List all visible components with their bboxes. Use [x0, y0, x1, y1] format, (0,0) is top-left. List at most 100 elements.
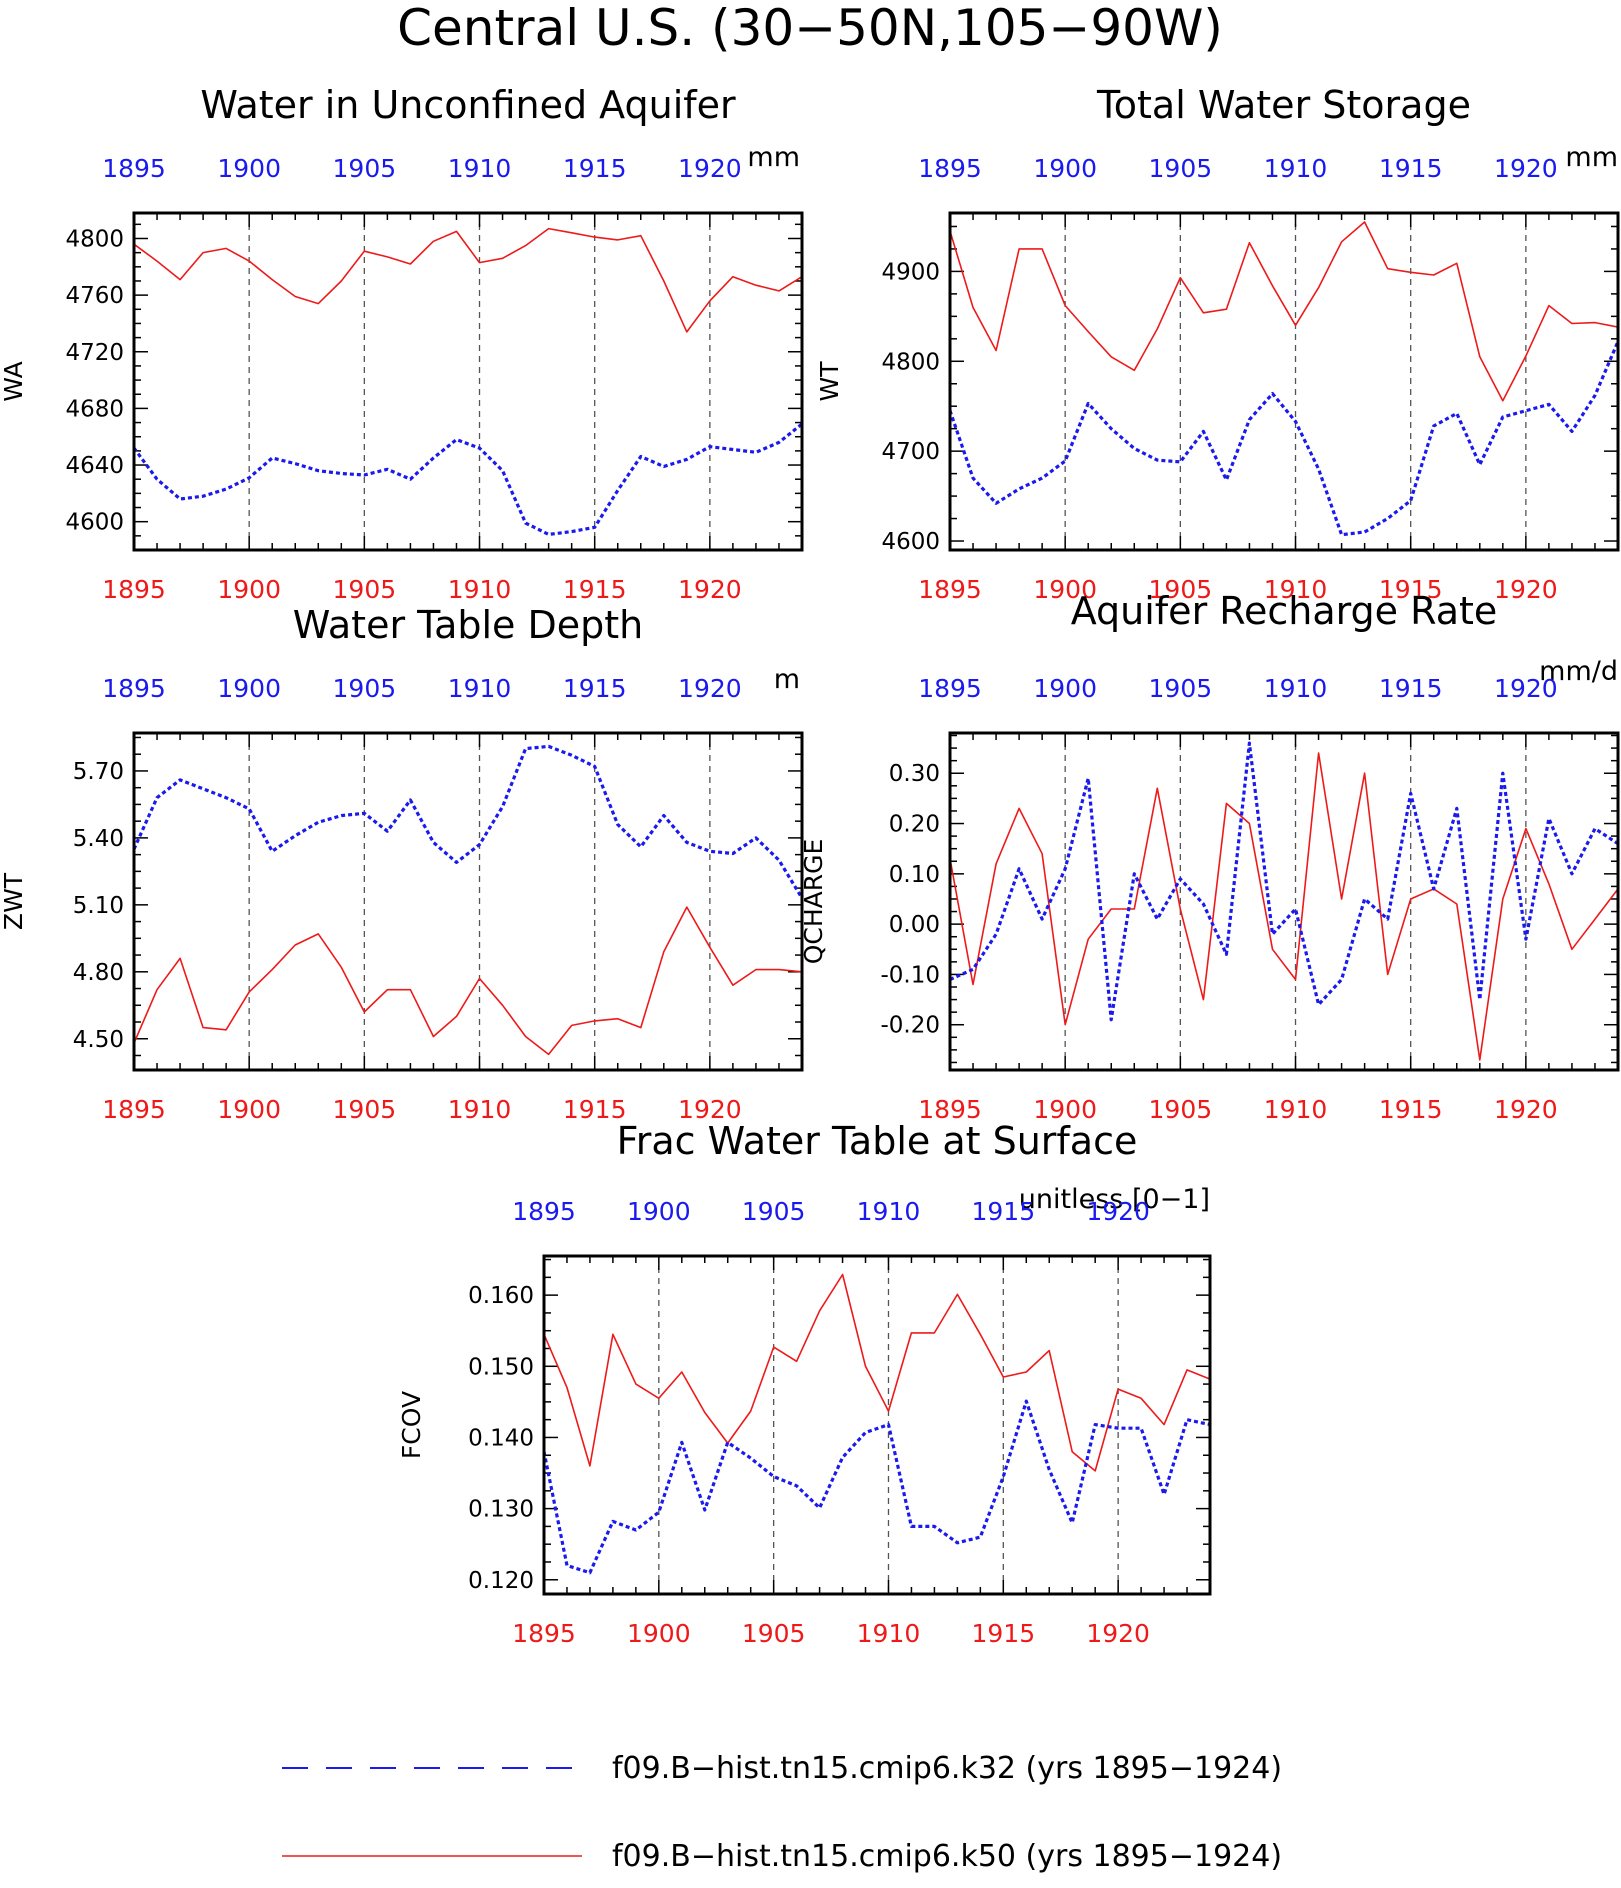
panel-title: Water in Unconfined Aquifer: [200, 83, 736, 127]
y-tick-label: 4640: [65, 453, 124, 479]
y-tick-label: 4700: [881, 439, 940, 465]
y-tick-label: 4800: [65, 226, 124, 252]
x-tick-label-bottom: 1900: [1033, 575, 1097, 604]
panel-title: Water Table Depth: [293, 603, 644, 647]
x-tick-label-top: 1895: [512, 1197, 576, 1226]
x-tick-label-bottom: 1900: [217, 1095, 281, 1124]
panel-1: Water in Unconfined Aquifer mm 1895 1895 190…: [0, 83, 804, 604]
x-tick-label-top: 1910: [448, 674, 512, 703]
y-axis-label: FCOV: [397, 1391, 426, 1459]
x-tick-label-bottom: 1920: [1494, 575, 1558, 604]
x-tick-label-top: 1905: [1149, 674, 1213, 703]
panel-4: Aquifer Recharge Rate mm/d 1895 1895 1900 190…: [799, 589, 1620, 1124]
x-tick-label-top: 1900: [1033, 674, 1097, 703]
x-tick-label-bottom: 1910: [448, 1095, 512, 1124]
x-tick-label-top: 1900: [217, 154, 281, 183]
x-tick-label-bottom: 1920: [678, 1095, 742, 1124]
y-tick-label: -0.20: [880, 1013, 940, 1039]
series-line-k32: [134, 422, 802, 537]
x-tick-label-top: 1900: [627, 1197, 691, 1226]
legend-label: f09.B−hist.tn15.cmip6.k32 (yrs 1895−1924…: [612, 1751, 1282, 1786]
x-tick-label-top: 1910: [1264, 154, 1328, 183]
x-tick-label-top: 1915: [563, 154, 627, 183]
plot-frame: [132, 731, 804, 1072]
y-tick-label: 0.150: [468, 1354, 534, 1380]
x-tick-label-bottom: 1920: [1494, 1095, 1558, 1124]
x-tick-label-bottom: 1910: [857, 1619, 921, 1648]
series-line-k50: [950, 221, 1618, 402]
y-tick-label: 0.00: [889, 912, 940, 938]
x-tick-label-bottom: 1915: [563, 575, 627, 604]
series-line-k50: [134, 227, 802, 333]
x-tick-label-bottom: 1920: [678, 575, 742, 604]
x-tick-label-top: 1920: [678, 154, 742, 183]
x-tick-label-bottom: 1915: [1379, 575, 1443, 604]
y-tick-label: 4680: [65, 396, 124, 422]
series-line-k50: [950, 752, 1618, 1061]
x-tick-label-top: 1895: [102, 154, 166, 183]
x-tick-label-top: 1905: [333, 674, 397, 703]
panel-title: Frac Water Table at Surface: [617, 1119, 1138, 1163]
x-tick-label-bottom: 1900: [627, 1619, 691, 1648]
panel-title: Aquifer Recharge Rate: [1071, 589, 1498, 633]
x-tick-label-top: 1905: [742, 1197, 806, 1226]
legend: f09.B−hist.tn15.cmip6.k32 (yrs 1895−1924…: [282, 1751, 1282, 1874]
y-tick-label: 4600: [65, 510, 124, 536]
x-tick-label-top: 1895: [102, 674, 166, 703]
panel-5: Frac Water Table at Surface unitless [0−1…: [397, 1119, 1212, 1648]
y-tick-label: 0.120: [468, 1568, 534, 1594]
panel-units: unitless [0−1]: [1019, 1184, 1210, 1215]
x-tick-label-bottom: 1900: [1033, 1095, 1097, 1124]
figure-title: Central U.S. (30−50N,105−90W): [397, 0, 1223, 57]
x-tick-label-top: 1905: [333, 154, 397, 183]
x-tick-label-top: 1910: [448, 154, 512, 183]
panel-2: Total Water Storage mm 1895 1895 1900 1900 190…: [815, 83, 1620, 604]
x-tick-label-top: 1915: [1379, 154, 1443, 183]
series-line-k50: [134, 906, 802, 1056]
x-tick-label-top: 1900: [217, 674, 281, 703]
series-line-k32: [544, 1399, 1210, 1575]
y-tick-label: 0.10: [889, 862, 940, 888]
x-tick-label-bottom: 1895: [512, 1619, 576, 1648]
x-tick-label-top: 1895: [918, 674, 982, 703]
y-tick-label: 5.10: [73, 893, 124, 919]
panel-units: m: [774, 664, 800, 695]
x-tick-label-bottom: 1900: [217, 575, 281, 604]
y-tick-label: 4760: [65, 283, 124, 309]
plot-frame: [948, 211, 1620, 552]
x-tick-label-bottom: 1895: [918, 575, 982, 604]
x-tick-label-top: 1920: [1494, 674, 1558, 703]
panel-title: Total Water Storage: [1096, 83, 1471, 127]
x-tick-label-bottom: 1895: [102, 1095, 166, 1124]
x-tick-label-bottom: 1905: [333, 1095, 397, 1124]
x-tick-label-top: 1915: [563, 674, 627, 703]
x-tick-label-top: 1895: [918, 154, 982, 183]
plot-frame: [132, 211, 804, 552]
x-tick-label-top: 1920: [678, 674, 742, 703]
y-tick-label: 4.50: [73, 1027, 124, 1053]
y-tick-label: 5.70: [73, 759, 124, 785]
y-tick-label: 5.40: [73, 826, 124, 852]
y-tick-label: -0.10: [880, 962, 940, 988]
panel-units: mm: [747, 142, 800, 173]
x-tick-label-bottom: 1915: [1379, 1095, 1443, 1124]
y-tick-label: 0.130: [468, 1497, 534, 1523]
x-tick-label-bottom: 1910: [1264, 1095, 1328, 1124]
x-tick-label-bottom: 1895: [918, 1095, 982, 1124]
x-tick-label-bottom: 1905: [1149, 575, 1213, 604]
x-tick-label-top: 1910: [1264, 674, 1328, 703]
y-axis-label: ZWT: [0, 872, 28, 930]
series-line-k32: [134, 744, 802, 900]
x-tick-label-bottom: 1895: [102, 575, 166, 604]
y-axis-label: QCHARGE: [799, 839, 828, 965]
y-tick-label: 0.30: [889, 761, 940, 787]
x-tick-label-bottom: 1910: [448, 575, 512, 604]
series-line-k32: [950, 340, 1618, 537]
x-tick-label-top: 1910: [857, 1197, 921, 1226]
x-tick-label-bottom: 1905: [742, 1619, 806, 1648]
x-tick-label-bottom: 1920: [1086, 1619, 1150, 1648]
y-tick-label: 0.20: [889, 812, 940, 838]
y-tick-label: 4900: [881, 259, 940, 285]
